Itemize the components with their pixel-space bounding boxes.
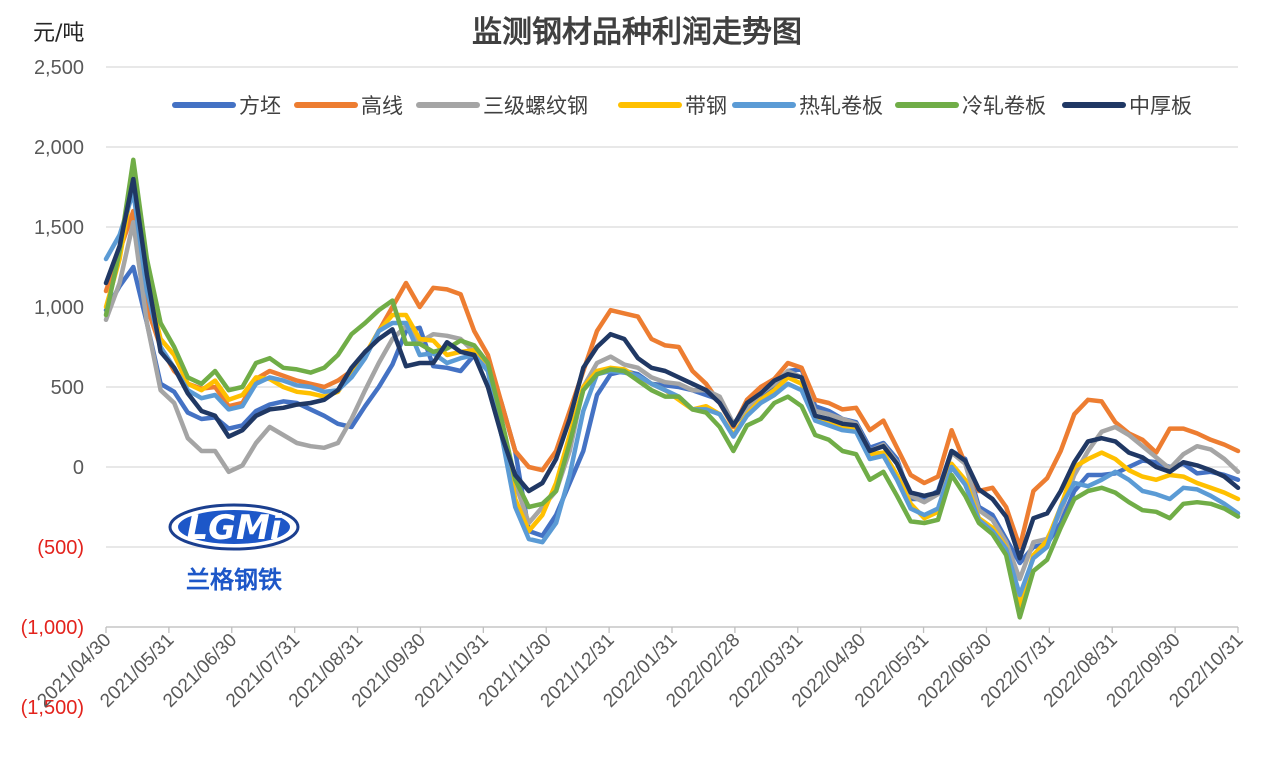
series-line-6: [103, 176, 1241, 561]
y-tick-label: 500: [51, 377, 84, 399]
legend-label-3: 带钢: [685, 94, 727, 118]
legend-label-2: 三级螺纹钢: [483, 94, 588, 118]
y-tick-label: 1,500: [34, 217, 84, 239]
y-axis-unit-label: 元/吨: [33, 21, 84, 46]
y-tick-label: (1,000): [21, 617, 84, 639]
x-axis-ticks: 2021/04/302021/05/312021/06/302021/07/31…: [33, 627, 1248, 712]
legend-label-0: 方坯: [239, 94, 281, 118]
y-tick-label: 2,000: [34, 137, 84, 159]
y-tick-label: (1,500): [21, 697, 84, 719]
series-line-1: [103, 208, 1241, 550]
legend: 方坯 高线 三级螺纹钢 带钢 热轧卷板 冷轧卷板 中厚板: [172, 94, 1192, 118]
y-tick-label: 2,500: [34, 57, 84, 79]
chart-title: 监测钢材品种利润走势图: [472, 15, 802, 50]
svg-text:LGMi: LGMi: [186, 508, 282, 548]
series-line-4: [103, 189, 1241, 598]
legend-label-5: 冷轧卷板: [962, 94, 1046, 118]
legend-label-4: 热轧卷板: [799, 94, 883, 118]
svg-text:兰格钢铁: 兰格钢铁: [186, 566, 282, 594]
y-axis-ticks: 2,500 2,000 1,500 1,000 500 0 (500) (1,000) (1,5…: [21, 57, 84, 719]
y-tick-label: (500): [37, 537, 84, 559]
y-tick-label: 0: [73, 457, 84, 479]
legend-label-1: 高线: [361, 94, 403, 118]
legend-label-6: 中厚板: [1129, 94, 1192, 118]
lgmi-logo: LGMi 兰格钢铁: [168, 503, 300, 594]
series-lines: [103, 157, 1241, 620]
y-tick-label: 1,000: [34, 297, 84, 319]
series-line-5: [103, 157, 1241, 620]
